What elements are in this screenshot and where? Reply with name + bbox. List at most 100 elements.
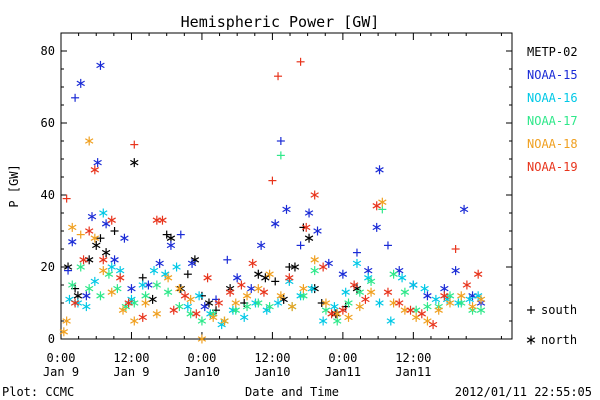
data-point: [423, 291, 432, 301]
data-point: [192, 309, 201, 319]
data-point: [344, 298, 353, 308]
data-point: [127, 284, 136, 294]
data-point: [417, 309, 426, 319]
data-point: [110, 227, 119, 235]
data-point: [220, 316, 229, 326]
data-point: [476, 305, 486, 315]
data-point: [395, 298, 404, 308]
data-point: [451, 245, 460, 253]
data-point: [107, 215, 116, 225]
data-point: [254, 269, 263, 279]
data-point: [141, 298, 150, 308]
data-point: [99, 266, 108, 276]
data-point: [372, 222, 381, 232]
data-point: [302, 222, 311, 232]
data-point: [344, 312, 353, 322]
data-point: [296, 241, 305, 250]
data-point: [349, 280, 359, 290]
data-point: [254, 298, 263, 308]
x-tick-time: 12:00: [395, 351, 431, 365]
data-point: [162, 230, 171, 239]
data-point: [287, 302, 297, 312]
data-point: [242, 302, 252, 312]
data-point: [163, 287, 173, 297]
data-point: [107, 262, 116, 272]
data-point: [383, 287, 393, 297]
x-tick-date: Jan11: [395, 365, 431, 379]
data-point: [375, 298, 384, 308]
data-point: [62, 316, 71, 326]
data-point: [273, 298, 283, 308]
data-point: [138, 273, 147, 282]
data-point: [296, 57, 305, 66]
data-point: [268, 176, 277, 185]
data-point: [338, 269, 348, 279]
x-tick-time: 0:00: [47, 351, 76, 365]
data-point: [68, 280, 77, 290]
data-point: [282, 204, 291, 214]
legend-entry: NOAA-18: [527, 137, 578, 151]
data-point: [194, 291, 204, 301]
y-axis-label: P [GW]: [7, 164, 21, 207]
data-point: [338, 305, 348, 315]
data-point: [420, 284, 429, 294]
data-point: [237, 280, 246, 290]
data-point: [317, 299, 326, 307]
data-point: [176, 284, 185, 294]
data-point: [259, 287, 269, 297]
data-point: [310, 255, 319, 265]
data-point: [428, 320, 438, 330]
data-point: [462, 280, 472, 290]
data-point: [248, 258, 257, 268]
x-tick-date: Jan10: [184, 365, 220, 379]
marker-legend-entry: south: [527, 303, 577, 317]
footer-credit: Plot: CCMC: [2, 385, 74, 399]
marker-legend-entry: north: [526, 333, 577, 347]
data-point: [76, 78, 85, 88]
data-point: [366, 276, 376, 286]
marker-legend: south north: [526, 303, 577, 347]
legend-entry: NOAA-16: [527, 91, 578, 105]
data-point: [231, 298, 240, 308]
data-point: [163, 273, 173, 283]
data-point: [113, 284, 122, 294]
data-point: [389, 298, 398, 308]
data-point: [197, 316, 207, 326]
data-point: [158, 215, 167, 225]
data-point: [197, 334, 207, 344]
data-point: [352, 248, 361, 257]
y-tick-label: 40: [41, 188, 55, 202]
data-point: [307, 284, 317, 294]
data-point: [400, 287, 410, 297]
y-axis: 0 20 40 60 80: [41, 44, 512, 346]
data-point: [451, 266, 460, 276]
data-point: [473, 269, 483, 279]
data-point: [318, 262, 328, 272]
data-point: [321, 298, 331, 308]
data-point: [209, 312, 218, 322]
data-point: [352, 258, 362, 268]
data-point: [84, 255, 94, 265]
data-point: [375, 165, 384, 175]
data-point: [409, 280, 418, 290]
data-point: [124, 298, 133, 308]
data-point: [130, 316, 139, 326]
data-point: [225, 287, 235, 297]
legend-entry: NOAA-15: [527, 68, 578, 82]
data-point: [84, 136, 94, 146]
legend-entry: METP-02: [527, 45, 578, 59]
chart-title: Hemispheric Power [GW]: [181, 13, 380, 31]
data-point: [84, 226, 94, 236]
data-point: [138, 280, 147, 290]
data-point: [304, 233, 314, 243]
data-point: [90, 165, 100, 175]
data-point: [166, 240, 176, 250]
data-point: [115, 273, 125, 283]
data-point: [397, 273, 407, 283]
data-point: [101, 219, 111, 229]
x-tick-time: 12:00: [113, 351, 149, 365]
data-point: [110, 255, 119, 265]
data-point: [130, 140, 139, 149]
data-point: [76, 230, 85, 239]
